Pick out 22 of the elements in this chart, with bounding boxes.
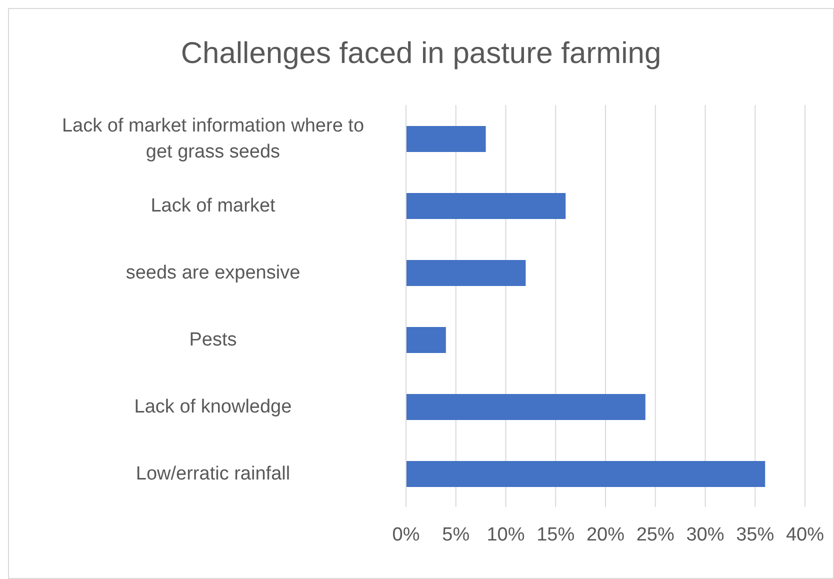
x-tick-label: 30% [686, 524, 724, 546]
x-tick-label: 5% [442, 524, 470, 546]
y-tick-label: Lack of market information where to get grass seeds [62, 115, 364, 162]
y-tick-label: Pests [189, 329, 237, 350]
x-tick-label: 35% [736, 524, 774, 546]
chart-title: Challenges faced in pasture farming [180, 37, 662, 72]
x-tick-label: 15% [536, 524, 575, 546]
y-tick-label: Low/erratic rainfall [136, 463, 290, 484]
x-tick-label: 40% [786, 524, 824, 546]
y-tick-label: Lack of market [150, 195, 276, 216]
x-tick-label: 20% [586, 524, 625, 546]
y-tick-label: seeds are expensive [126, 262, 300, 283]
x-tick-label: 10% [486, 524, 525, 546]
bar [406, 193, 566, 219]
bar [406, 461, 766, 487]
bar [406, 260, 526, 286]
x-tick-label: 0% [392, 524, 420, 546]
bar [406, 126, 486, 152]
bar [406, 394, 646, 420]
bar [406, 327, 446, 353]
x-tick-label: 25% [636, 524, 674, 546]
y-tick-label: Lack of knowledge [134, 396, 292, 417]
